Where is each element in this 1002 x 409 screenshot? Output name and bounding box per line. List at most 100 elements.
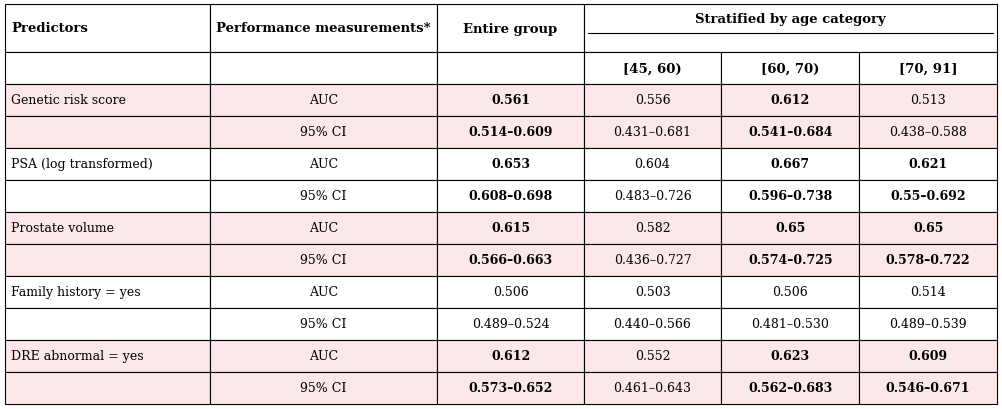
Text: 0.667: 0.667 xyxy=(771,158,810,171)
Text: Entire group: Entire group xyxy=(463,22,558,36)
Text: 0.623: 0.623 xyxy=(771,350,810,363)
Bar xyxy=(209,180,438,213)
Text: 0.609: 0.609 xyxy=(909,350,948,363)
Bar xyxy=(5,117,209,148)
Bar xyxy=(721,180,860,213)
Bar xyxy=(209,245,438,276)
Text: [70, 91]: [70, 91] xyxy=(899,62,957,75)
Bar xyxy=(209,117,438,148)
Bar xyxy=(584,340,721,372)
Text: AUC: AUC xyxy=(309,94,338,107)
Bar xyxy=(584,85,721,117)
Bar xyxy=(721,85,860,117)
Text: 0.573–0.652: 0.573–0.652 xyxy=(468,382,553,395)
Bar xyxy=(209,213,438,245)
Text: Stratified by age category: Stratified by age category xyxy=(695,13,886,26)
Text: 0.621: 0.621 xyxy=(909,158,948,171)
Text: 95% CI: 95% CI xyxy=(301,126,347,139)
Bar xyxy=(5,180,209,213)
Bar xyxy=(584,308,721,340)
Bar xyxy=(584,53,721,85)
Bar xyxy=(438,308,584,340)
Text: Prostate volume: Prostate volume xyxy=(11,222,114,235)
Bar xyxy=(209,308,438,340)
Bar xyxy=(721,372,860,404)
Bar xyxy=(5,372,209,404)
Text: 0.436–0.727: 0.436–0.727 xyxy=(614,254,691,267)
Text: 0.604: 0.604 xyxy=(634,158,670,171)
Bar xyxy=(5,148,209,180)
Text: 0.514–0.609: 0.514–0.609 xyxy=(468,126,553,139)
Bar xyxy=(860,85,997,117)
Bar xyxy=(860,245,997,276)
Text: 0.483–0.726: 0.483–0.726 xyxy=(613,190,691,203)
Bar xyxy=(5,308,209,340)
Text: 95% CI: 95% CI xyxy=(301,318,347,331)
Text: AUC: AUC xyxy=(309,158,338,171)
Bar xyxy=(5,245,209,276)
Bar xyxy=(721,340,860,372)
Text: DRE abnormal = yes: DRE abnormal = yes xyxy=(11,350,143,363)
Bar xyxy=(860,213,997,245)
Bar xyxy=(438,53,584,85)
Bar xyxy=(721,276,860,308)
Text: 0.514: 0.514 xyxy=(910,286,946,299)
Bar xyxy=(438,85,584,117)
Bar xyxy=(584,276,721,308)
Text: Predictors: Predictors xyxy=(11,22,88,36)
Bar xyxy=(860,180,997,213)
Text: AUC: AUC xyxy=(309,286,338,299)
Text: Performance measurements*: Performance measurements* xyxy=(216,22,431,36)
Bar xyxy=(584,180,721,213)
Text: 0.503: 0.503 xyxy=(634,286,670,299)
Bar xyxy=(860,372,997,404)
Text: 0.506: 0.506 xyxy=(773,286,809,299)
Bar xyxy=(860,340,997,372)
Bar xyxy=(209,276,438,308)
Text: 0.578–0.722: 0.578–0.722 xyxy=(886,254,970,267)
Bar xyxy=(438,180,584,213)
Bar xyxy=(209,148,438,180)
Bar xyxy=(209,340,438,372)
Text: 0.431–0.681: 0.431–0.681 xyxy=(613,126,691,139)
Text: PSA (log transformed): PSA (log transformed) xyxy=(11,158,152,171)
Text: AUC: AUC xyxy=(309,222,338,235)
Text: 0.615: 0.615 xyxy=(491,222,530,235)
Bar xyxy=(438,148,584,180)
Bar xyxy=(5,276,209,308)
Text: 0.440–0.566: 0.440–0.566 xyxy=(613,318,691,331)
Text: 0.481–0.530: 0.481–0.530 xyxy=(752,318,830,331)
Text: 0.506: 0.506 xyxy=(493,286,528,299)
Text: AUC: AUC xyxy=(309,350,338,363)
Text: 0.596–0.738: 0.596–0.738 xyxy=(748,190,833,203)
Text: 95% CI: 95% CI xyxy=(301,382,347,395)
Bar xyxy=(584,5,997,53)
Bar xyxy=(860,117,997,148)
Bar xyxy=(438,213,584,245)
Bar xyxy=(438,5,584,53)
Bar xyxy=(721,308,860,340)
Bar xyxy=(721,245,860,276)
Text: 0.653: 0.653 xyxy=(491,158,530,171)
Bar xyxy=(209,372,438,404)
Text: 0.612: 0.612 xyxy=(491,350,530,363)
Bar xyxy=(5,340,209,372)
Text: 0.513: 0.513 xyxy=(910,94,946,107)
Text: 95% CI: 95% CI xyxy=(301,254,347,267)
Bar xyxy=(209,85,438,117)
Text: [45, 60): [45, 60) xyxy=(623,62,682,75)
Bar xyxy=(438,372,584,404)
Bar xyxy=(721,117,860,148)
Text: 0.556: 0.556 xyxy=(634,94,670,107)
Text: 0.608–0.698: 0.608–0.698 xyxy=(468,190,553,203)
Text: 0.552: 0.552 xyxy=(635,350,670,363)
Text: 0.489–0.524: 0.489–0.524 xyxy=(472,318,549,331)
Text: 0.55–0.692: 0.55–0.692 xyxy=(891,190,966,203)
Text: 0.541–0.684: 0.541–0.684 xyxy=(748,126,833,139)
Text: [60, 70): [60, 70) xyxy=(762,62,820,75)
Bar xyxy=(209,53,438,85)
Text: 0.546–0.671: 0.546–0.671 xyxy=(886,382,970,395)
Bar xyxy=(5,5,209,53)
Bar xyxy=(860,148,997,180)
Bar xyxy=(721,148,860,180)
